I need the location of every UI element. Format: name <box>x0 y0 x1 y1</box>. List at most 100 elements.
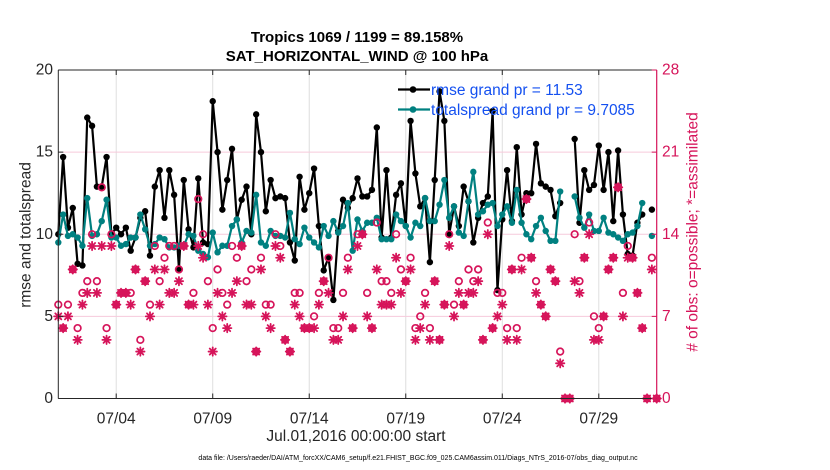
assimilated-obs-marker <box>231 276 242 287</box>
possible-obs-marker <box>309 312 319 321</box>
rmse-point <box>397 180 405 187</box>
y-tick-label-right: 0 <box>662 390 671 407</box>
assimilated-obs-marker <box>535 299 546 310</box>
legend-label: rmse grand pr = 11.53 <box>431 82 583 99</box>
x-axis-label: Jul.01,2016 00:00:00 start <box>266 428 446 445</box>
assimilated-obs-marker <box>405 264 416 275</box>
totalspread-point <box>127 234 134 241</box>
totalspread-point <box>537 214 545 222</box>
rmse-point <box>537 180 545 187</box>
rmse-point <box>484 193 491 200</box>
totalspread-point <box>161 235 168 243</box>
assimilated-obs-marker <box>487 323 498 334</box>
rmse-point <box>441 117 448 125</box>
totalspread-point <box>470 168 477 176</box>
assimilated-obs-marker <box>574 287 585 299</box>
assimilated-obs-marker <box>530 287 542 299</box>
assimilated-obs-marker <box>511 334 522 345</box>
rmse-point <box>84 114 91 121</box>
totalspread-point <box>262 242 270 249</box>
possible-obs-marker <box>382 277 391 286</box>
rmse-point <box>141 208 149 215</box>
possible-obs-marker <box>512 323 521 333</box>
totalspread-point <box>233 216 241 223</box>
assimilated-obs-marker <box>308 323 320 334</box>
possible-obs-marker <box>266 300 275 309</box>
possible-obs-marker <box>314 288 324 298</box>
rmse-point <box>354 175 361 182</box>
y-tick-label-left: 10 <box>36 226 54 243</box>
possible-obs-marker <box>420 288 430 298</box>
totalspread-point <box>556 188 564 195</box>
assimilated-obs-marker <box>477 334 489 345</box>
legend-swatch-marker <box>409 86 417 93</box>
possible-obs-marker <box>242 277 251 286</box>
totalspread-point <box>214 249 221 256</box>
x-tick-label: 07/29 <box>579 411 618 428</box>
possible-obs-marker <box>290 288 299 298</box>
rmse-point <box>315 222 323 230</box>
possible-obs-marker <box>150 241 159 251</box>
totalspread-point <box>605 229 612 236</box>
rmse-point <box>426 258 434 266</box>
rmse-point <box>286 239 294 246</box>
totalspread-point <box>315 244 323 251</box>
assimilated-obs-marker <box>72 334 83 345</box>
assimilated-obs-marker <box>159 264 170 275</box>
assimilated-obs-marker <box>280 334 291 345</box>
totalspread-point <box>648 232 656 240</box>
possible-obs-marker <box>498 288 507 298</box>
possible-obs-marker <box>63 300 73 309</box>
rmse-point <box>383 166 390 174</box>
rmse-point <box>214 148 221 156</box>
totalspread-point <box>306 234 313 241</box>
rmse-point <box>363 193 371 200</box>
rmse-point <box>69 204 76 212</box>
assimilated-obs-marker <box>448 311 460 322</box>
assimilated-obs-marker <box>415 323 426 334</box>
assimilated-obs-marker <box>598 311 609 322</box>
totalspread-point <box>190 232 197 240</box>
possible-obs-marker <box>647 253 657 262</box>
assimilated-obs-marker <box>111 299 122 310</box>
assimilated-obs-marker <box>545 264 556 275</box>
rmse-point <box>590 181 598 189</box>
assimilated-obs-marker <box>202 299 213 310</box>
assimilated-obs-marker <box>125 299 136 310</box>
rmse-point <box>117 231 125 238</box>
totalspread-point <box>339 222 347 230</box>
rmse-point <box>532 140 540 148</box>
assimilated-obs-marker <box>569 276 580 287</box>
rmse-point <box>306 189 313 197</box>
assimilated-obs-marker <box>386 299 397 310</box>
possible-obs-marker <box>160 253 169 262</box>
totalspread-point <box>325 232 332 240</box>
possible-obs-marker <box>329 323 338 333</box>
assimilated-obs-marker <box>584 229 595 240</box>
totalspread-point <box>98 217 105 225</box>
y-axis-label-right: # of obs: o=possible; *=assimilated <box>685 112 702 352</box>
legend-swatch-marker <box>409 106 417 113</box>
assimilated-obs-marker <box>410 334 421 345</box>
possible-obs-marker <box>416 312 425 321</box>
rmse-point <box>330 296 337 304</box>
assimilated-obs-marker <box>236 240 247 252</box>
assimilated-obs-marker <box>140 276 151 287</box>
possible-obs-marker <box>107 230 116 239</box>
rmse-point <box>224 176 231 184</box>
rmse-point <box>513 143 520 151</box>
assimilated-obs-marker <box>67 264 78 275</box>
totalspread-point <box>639 199 646 207</box>
possible-obs-marker <box>396 265 406 274</box>
totalspread-point <box>513 186 520 194</box>
totalspread-point <box>383 235 390 243</box>
totalspread-point <box>310 239 318 246</box>
possible-obs-marker <box>334 323 343 333</box>
possible-obs-marker <box>449 300 459 309</box>
possible-obs-marker <box>155 277 164 286</box>
rmse-point <box>180 176 187 184</box>
totalspread-point <box>228 222 236 230</box>
totalspread-point <box>624 231 631 238</box>
totalspread-point <box>84 194 91 202</box>
totalspread-point <box>407 234 414 241</box>
